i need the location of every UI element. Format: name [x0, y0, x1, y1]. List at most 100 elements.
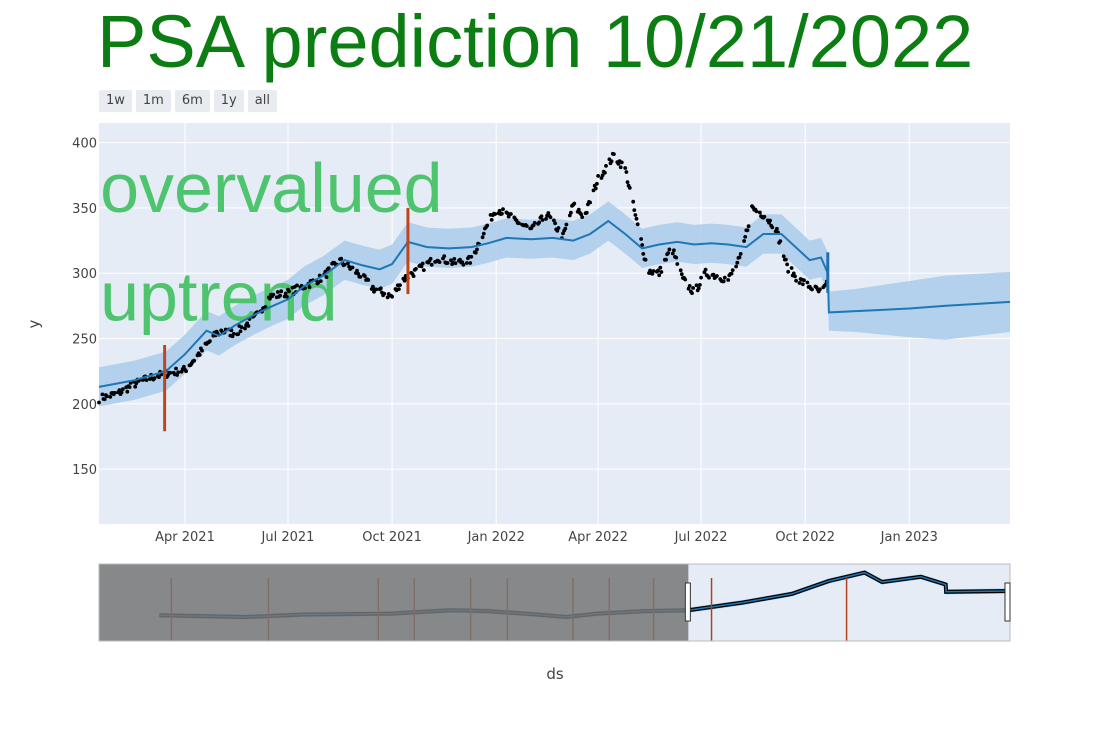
actual-point [238, 329, 243, 334]
actual-point [666, 251, 671, 255]
actual-point [176, 370, 181, 375]
actual-point [144, 378, 149, 382]
actual-point [100, 392, 105, 397]
actual-point [593, 186, 598, 191]
actual-point [659, 270, 664, 274]
actual-point [639, 237, 643, 241]
actual-point [355, 268, 359, 273]
range-slider[interactable] [98, 563, 1011, 642]
actual-point [789, 266, 794, 270]
actual-point [775, 226, 779, 231]
y-tick-label: 350 [72, 202, 97, 217]
main-plot-area[interactable]: Apr 2021 Jul 2021 Oct 2021 Jan 2022 Apr 2022… [72, 123, 1011, 545]
actual-point [651, 269, 656, 273]
range-button-all[interactable]: all [247, 90, 277, 112]
actual-point [279, 289, 284, 294]
actual-point [278, 293, 282, 298]
chart-title: PSA prediction 10/21/2022 [97, 0, 974, 83]
actual-point [133, 384, 138, 389]
actual-point [285, 295, 289, 299]
actual-point [421, 268, 426, 272]
actual-point [271, 292, 276, 297]
range-button-6m[interactable]: 6m [174, 90, 210, 112]
actual-point [208, 339, 212, 343]
actual-point [342, 262, 347, 267]
actual-point [603, 170, 607, 175]
x-axis-label: ds [546, 665, 564, 683]
actual-point [785, 262, 789, 267]
actual-point [679, 272, 684, 277]
actual-point [745, 228, 750, 233]
actual-point [485, 223, 490, 228]
x-tick-label: Jan 2023 [880, 530, 938, 545]
actual-point [588, 200, 592, 205]
actual-point [600, 173, 605, 178]
actual-point [754, 209, 759, 214]
actual-point [683, 277, 688, 282]
actual-point [781, 254, 786, 259]
actual-point [243, 326, 247, 331]
actual-point [658, 265, 663, 270]
forecast-line [98, 219, 1011, 388]
actual-point [791, 271, 796, 276]
actual-point [722, 275, 727, 280]
actual-point [539, 214, 544, 219]
actual-point [711, 272, 716, 277]
actual-point [152, 376, 157, 381]
actual-point [737, 255, 742, 260]
actual-point [818, 287, 822, 292]
actual-point [442, 254, 447, 258]
actual-point [127, 385, 132, 389]
actual-point [120, 387, 125, 391]
actual-point [672, 248, 676, 253]
actual-point [429, 262, 434, 267]
actual-point [802, 278, 806, 283]
range-button-1m[interactable]: 1m [135, 90, 171, 112]
actual-point [382, 291, 387, 296]
actual-point [634, 216, 639, 221]
actual-point [691, 286, 695, 290]
actual-point [762, 214, 767, 219]
actual-point [768, 218, 772, 223]
actual-point [307, 285, 312, 289]
actual-point [707, 275, 711, 280]
slider-left-handle[interactable] [684, 582, 691, 622]
actual-point [363, 274, 367, 278]
actual-point [468, 261, 473, 265]
actual-point [624, 170, 629, 174]
actual-point [102, 397, 107, 402]
actual-point [419, 264, 424, 269]
actual-point [445, 261, 450, 265]
actual-point [786, 269, 791, 274]
actual-point [580, 215, 585, 220]
actual-point [664, 257, 668, 262]
actual-point [411, 274, 416, 278]
actual-point [569, 210, 573, 215]
slider-right-handle[interactable] [1004, 582, 1011, 622]
actual-point [182, 364, 186, 369]
actual-point [623, 166, 628, 170]
x-tick-label: Jan 2022 [467, 530, 525, 545]
actual-point [667, 247, 672, 252]
actual-point [200, 348, 204, 353]
actual-point [473, 250, 478, 255]
actual-point [627, 186, 632, 190]
actual-point [268, 296, 272, 301]
actual-point [509, 212, 513, 216]
actual-point [721, 279, 726, 284]
actual-point [563, 226, 568, 231]
actual-point [703, 267, 708, 272]
actual-point [489, 218, 494, 222]
actual-point [734, 264, 738, 269]
x-tick-label: Oct 2021 [362, 530, 422, 545]
actual-point [619, 160, 624, 165]
actual-point [246, 324, 251, 328]
actual-point [778, 239, 783, 244]
range-button-1y[interactable]: 1y [213, 90, 244, 112]
x-tick-label: Oct 2022 [775, 530, 835, 545]
actual-point [275, 290, 280, 294]
actual-point [524, 224, 529, 228]
actual-point [378, 286, 383, 291]
range-button-1w[interactable]: 1w [99, 90, 132, 112]
actual-point [480, 235, 485, 240]
